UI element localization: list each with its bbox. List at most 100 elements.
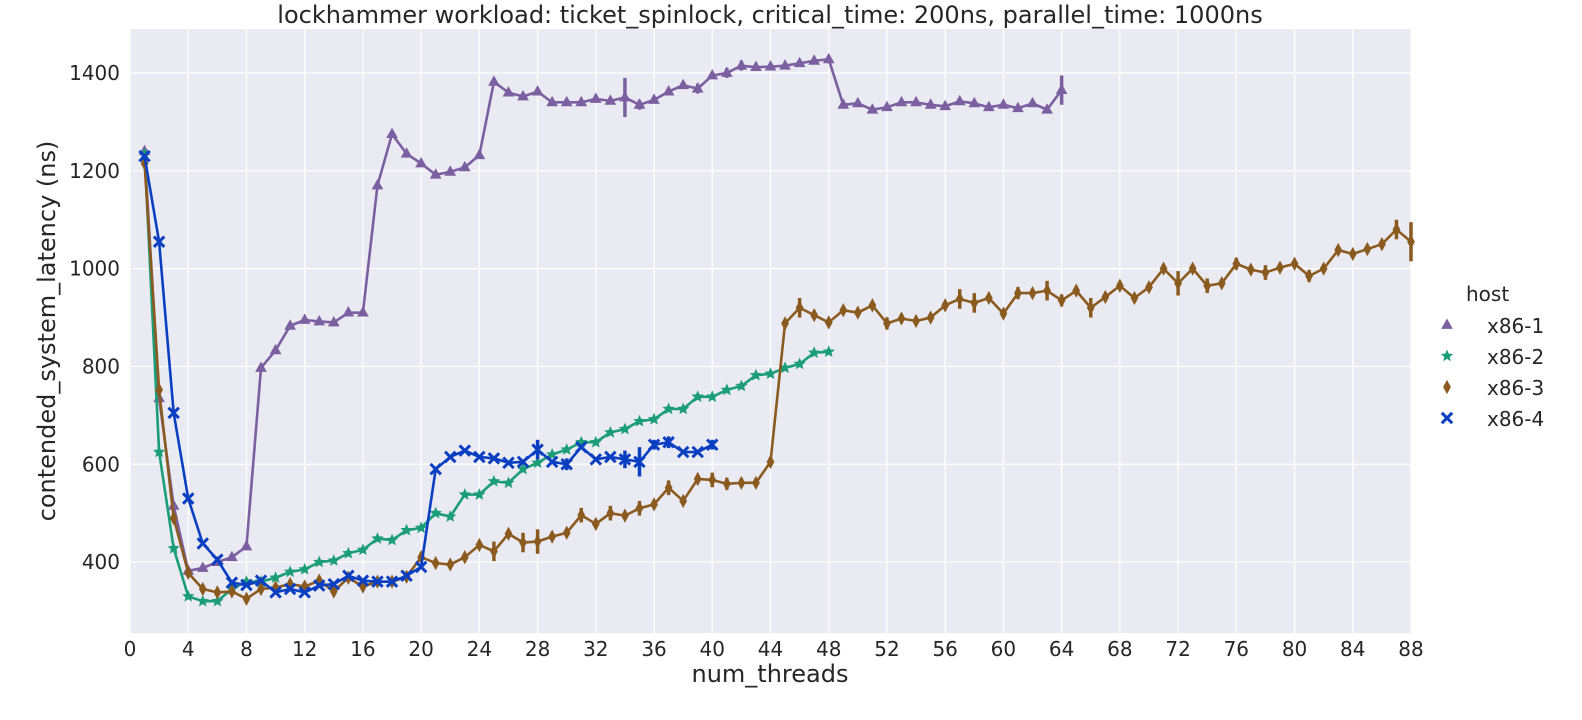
x-tick-label: 32	[583, 637, 608, 661]
x-tick-label: 68	[1107, 637, 1132, 661]
data-point	[502, 86, 515, 97]
x-tick-label: 16	[350, 637, 375, 661]
data-point	[502, 476, 515, 489]
data-point	[706, 68, 719, 80]
data-point	[853, 305, 862, 320]
data-point	[851, 96, 864, 108]
data-point	[444, 510, 457, 522]
y-tick-labels: 400 600 800 1000 1200 1400	[69, 61, 120, 574]
data-point	[1086, 300, 1095, 315]
series-line	[143, 163, 1412, 601]
data-point	[939, 99, 952, 111]
data-point	[752, 475, 760, 491]
series-x86-2	[138, 147, 835, 607]
y-tick-label: 400	[82, 550, 120, 574]
x-tick-label: 24	[467, 637, 492, 661]
data-point	[691, 390, 704, 403]
data-point	[1057, 293, 1066, 308]
legend: host x86-1 x86-2 x86-3 x86-4	[1440, 282, 1544, 431]
data-point	[618, 453, 632, 466]
data-point	[473, 488, 486, 500]
data-point	[519, 535, 527, 550]
data-point	[181, 492, 195, 505]
data-point	[720, 66, 733, 77]
x-tick-label: 4	[182, 637, 195, 661]
data-point	[312, 579, 326, 592]
data-point	[1392, 222, 1401, 237]
data-point	[618, 422, 632, 435]
data-point	[431, 555, 440, 571]
data-point	[1115, 278, 1124, 293]
x-tick-label: 60	[991, 637, 1016, 661]
data-point	[371, 532, 384, 544]
data-point	[810, 307, 819, 323]
data-point	[808, 54, 821, 65]
legend-label: x86-3	[1487, 376, 1544, 400]
data-point	[313, 555, 326, 568]
data-point	[531, 456, 544, 469]
data-point	[446, 557, 455, 572]
x-tick-label: 12	[292, 637, 317, 661]
data-point	[298, 562, 311, 575]
data-point	[1012, 101, 1024, 113]
data-point	[257, 581, 265, 597]
legend-label: x86-1	[1487, 314, 1544, 338]
data-point	[269, 571, 282, 583]
data-point	[443, 450, 457, 464]
legend-marker-x86-2	[1440, 349, 1454, 362]
data-point	[182, 589, 195, 602]
data-point	[488, 75, 500, 86]
data-point	[458, 160, 471, 172]
y-tick-label: 1400	[69, 61, 120, 85]
data-point	[225, 576, 239, 589]
data-point	[779, 59, 791, 70]
data-point	[722, 476, 731, 491]
data-point	[883, 316, 891, 331]
data-point	[490, 544, 498, 559]
data-point	[283, 565, 297, 578]
data-point	[400, 147, 413, 158]
data-point	[1407, 234, 1415, 249]
data-point	[662, 85, 675, 96]
data-point	[822, 52, 835, 64]
data-point	[531, 443, 544, 456]
data-point	[283, 582, 297, 596]
data-point	[647, 438, 661, 451]
data-point	[138, 147, 151, 159]
data-point	[648, 93, 660, 104]
data-point	[604, 425, 617, 438]
data-point	[604, 94, 617, 105]
data-point	[679, 493, 688, 509]
data-point	[487, 452, 501, 465]
data-point	[473, 148, 486, 160]
data-point	[824, 315, 833, 330]
data-point	[749, 368, 763, 381]
data-point	[926, 310, 935, 325]
x-tick-label: 52	[874, 637, 899, 661]
data-point	[735, 59, 748, 70]
data-point	[504, 526, 513, 541]
data-point	[211, 594, 224, 607]
data-point	[531, 85, 544, 96]
data-point	[460, 550, 469, 565]
data-point	[633, 98, 646, 109]
data-point	[327, 577, 341, 591]
data-point	[968, 96, 981, 108]
data-point	[1026, 96, 1039, 108]
x-tick-label: 76	[1224, 637, 1249, 661]
data-point	[196, 537, 210, 550]
grid-lines	[129, 29, 1412, 633]
x-tick-label: 0	[124, 637, 137, 661]
data-point	[589, 92, 602, 103]
x-tick-labels: 0 4 8 12 16 20 24 28 32 36 40 44 48 52 56 60 64 68 72 76 80 8…	[124, 637, 1424, 661]
data-point	[255, 361, 267, 372]
data-point	[152, 445, 166, 458]
series-x86-3	[140, 156, 1415, 606]
data-point	[533, 534, 542, 549]
data-point	[562, 525, 571, 540]
data-point	[837, 98, 850, 109]
data-point	[313, 314, 326, 326]
x-tick-label: 80	[1282, 637, 1307, 661]
data-point	[342, 306, 355, 317]
data-point	[458, 444, 472, 457]
